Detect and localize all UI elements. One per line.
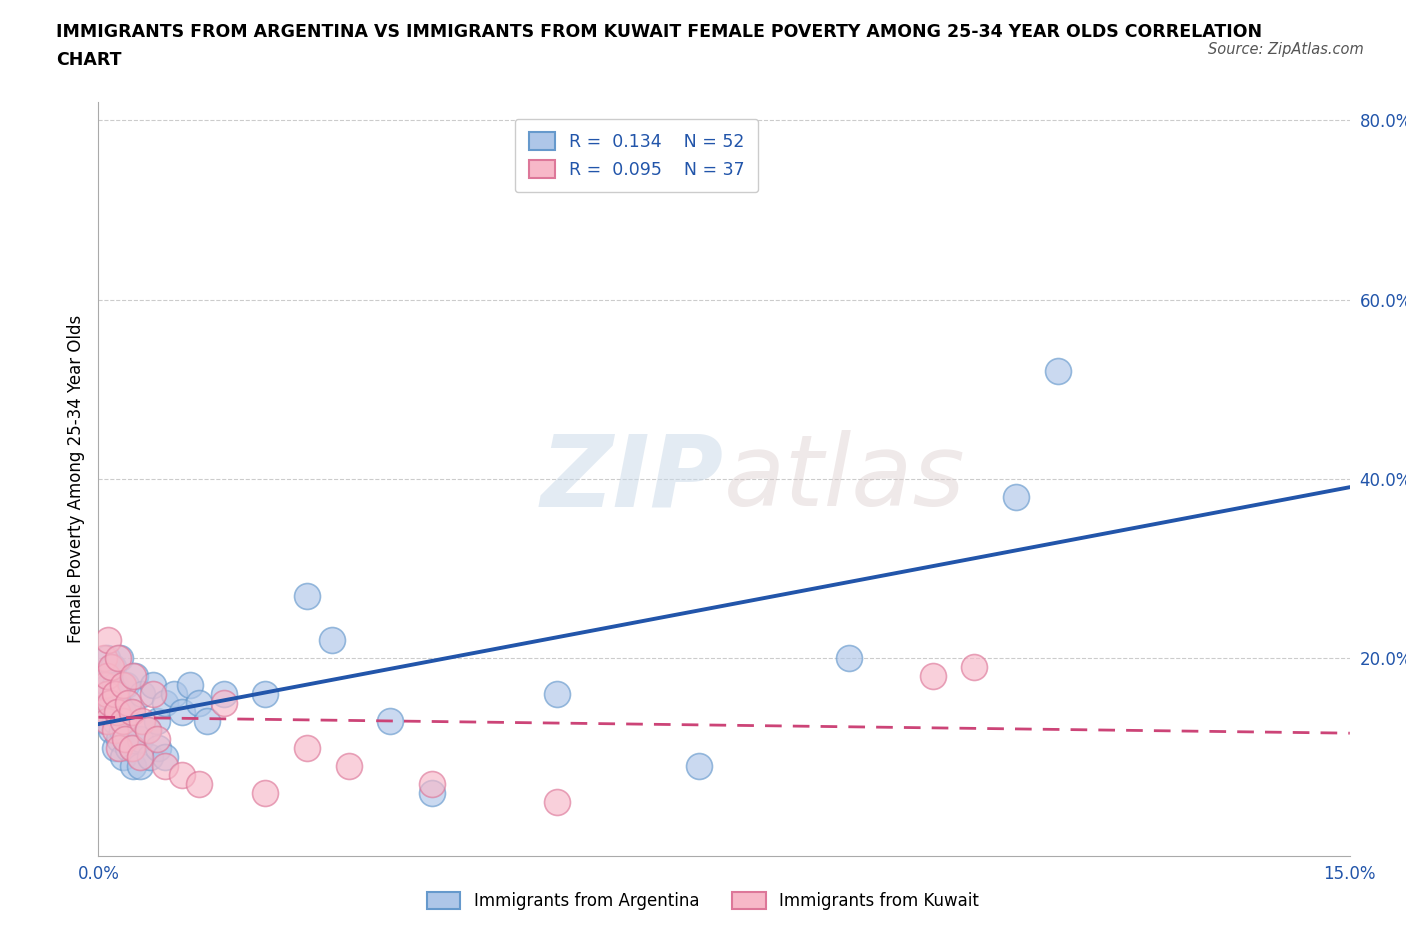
Point xyxy=(121,705,143,720)
Point xyxy=(121,705,143,720)
Point xyxy=(212,686,235,701)
Point xyxy=(112,713,135,728)
Point xyxy=(146,732,169,747)
Point xyxy=(96,713,118,728)
Point xyxy=(420,777,443,791)
Point xyxy=(117,696,139,711)
Text: IMMIGRANTS FROM ARGENTINA VS IMMIGRANTS FROM KUWAIT FEMALE POVERTY AMONG 25-34 Y: IMMIGRANTS FROM ARGENTINA VS IMMIGRANTS … xyxy=(56,23,1263,41)
Point xyxy=(91,705,114,720)
Point xyxy=(115,678,138,693)
Point xyxy=(94,678,117,693)
Point xyxy=(187,777,209,791)
Point xyxy=(111,723,134,737)
Point xyxy=(337,759,360,774)
Point xyxy=(139,750,162,764)
Point xyxy=(97,633,120,648)
Point xyxy=(98,696,121,711)
Point xyxy=(112,678,135,693)
Point xyxy=(94,713,117,728)
Point xyxy=(96,651,118,666)
Point xyxy=(142,678,165,693)
Point xyxy=(100,723,122,737)
Point xyxy=(108,651,131,666)
Point xyxy=(129,750,152,764)
Point xyxy=(170,705,193,720)
Point xyxy=(97,705,120,720)
Point xyxy=(1046,364,1069,379)
Point xyxy=(1005,489,1028,504)
Point xyxy=(96,669,118,684)
Point xyxy=(112,705,135,720)
Point xyxy=(838,651,860,666)
Point xyxy=(122,759,145,774)
Point xyxy=(121,740,143,755)
Point xyxy=(107,651,129,666)
Y-axis label: Female Poverty Among 25-34 Year Olds: Female Poverty Among 25-34 Year Olds xyxy=(66,315,84,643)
Point xyxy=(129,759,152,774)
Legend: Immigrants from Argentina, Immigrants from Kuwait: Immigrants from Argentina, Immigrants fr… xyxy=(420,885,986,917)
Point xyxy=(122,669,145,684)
Point xyxy=(124,669,146,684)
Point xyxy=(295,740,318,755)
Point xyxy=(108,732,131,747)
Point xyxy=(104,713,127,728)
Point xyxy=(114,723,136,737)
Text: CHART: CHART xyxy=(56,51,122,69)
Point xyxy=(187,696,209,711)
Point xyxy=(380,713,402,728)
Point xyxy=(114,732,136,747)
Point xyxy=(104,678,127,693)
Point xyxy=(420,785,443,800)
Point xyxy=(104,723,127,737)
Point xyxy=(153,759,176,774)
Point xyxy=(104,686,127,701)
Point xyxy=(179,678,201,693)
Text: ZIP: ZIP xyxy=(541,431,724,527)
Point xyxy=(108,740,131,755)
Point xyxy=(104,740,127,755)
Text: atlas: atlas xyxy=(724,431,966,527)
Point xyxy=(212,696,235,711)
Point xyxy=(94,686,117,701)
Point xyxy=(138,723,160,737)
Point xyxy=(254,785,277,800)
Point xyxy=(688,759,710,774)
Point xyxy=(112,750,135,764)
Point xyxy=(921,669,943,684)
Point xyxy=(98,678,121,693)
Point xyxy=(131,686,153,701)
Point xyxy=(162,686,184,701)
Point xyxy=(100,696,122,711)
Point xyxy=(146,713,169,728)
Point xyxy=(107,686,129,701)
Point xyxy=(96,686,118,701)
Point xyxy=(195,713,218,728)
Point xyxy=(105,705,128,720)
Point xyxy=(105,705,128,720)
Point xyxy=(963,660,986,675)
Point xyxy=(295,588,318,603)
Point xyxy=(100,660,122,675)
Point xyxy=(254,686,277,701)
Point xyxy=(101,660,124,675)
Point xyxy=(129,732,152,747)
Legend: R =  0.134    N = 52, R =  0.095    N = 37: R = 0.134 N = 52, R = 0.095 N = 37 xyxy=(515,118,758,193)
Point xyxy=(121,740,143,755)
Point xyxy=(93,651,115,666)
Point xyxy=(142,686,165,701)
Point xyxy=(131,713,153,728)
Point xyxy=(321,633,343,648)
Text: Source: ZipAtlas.com: Source: ZipAtlas.com xyxy=(1208,42,1364,57)
Point xyxy=(546,794,568,809)
Point xyxy=(153,750,176,764)
Point xyxy=(170,767,193,782)
Point xyxy=(117,740,139,755)
Point xyxy=(148,740,170,755)
Point xyxy=(96,669,118,684)
Point xyxy=(546,686,568,701)
Point xyxy=(153,696,176,711)
Point xyxy=(138,723,160,737)
